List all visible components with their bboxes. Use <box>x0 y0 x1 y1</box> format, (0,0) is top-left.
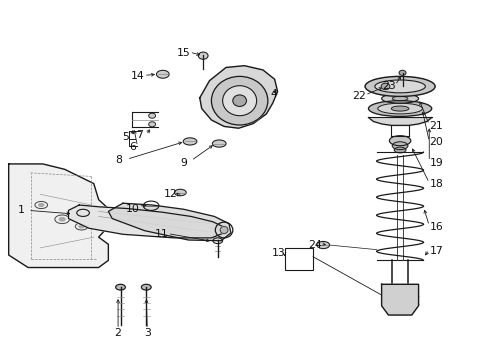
Text: 13: 13 <box>271 248 285 258</box>
Text: 22: 22 <box>351 91 365 101</box>
Bar <box>285 248 312 270</box>
Polygon shape <box>68 205 224 238</box>
Text: 6: 6 <box>129 142 136 152</box>
Ellipse shape <box>116 284 125 290</box>
Text: 15: 15 <box>177 48 190 58</box>
Ellipse shape <box>79 225 84 228</box>
Ellipse shape <box>211 76 267 125</box>
Text: 8: 8 <box>115 156 122 165</box>
Polygon shape <box>9 164 108 267</box>
Polygon shape <box>381 284 418 315</box>
Polygon shape <box>108 203 230 241</box>
Ellipse shape <box>390 106 408 111</box>
Text: 19: 19 <box>429 158 443 168</box>
Text: 5: 5 <box>122 132 128 142</box>
Text: 16: 16 <box>429 222 443 232</box>
Ellipse shape <box>222 86 256 116</box>
Ellipse shape <box>232 95 246 107</box>
Text: 11: 11 <box>155 229 168 239</box>
Ellipse shape <box>264 88 273 95</box>
Ellipse shape <box>368 101 431 116</box>
Ellipse shape <box>393 147 405 153</box>
Ellipse shape <box>381 94 418 103</box>
Text: 7: 7 <box>136 130 143 140</box>
Text: 23: 23 <box>382 81 395 91</box>
Ellipse shape <box>212 140 225 147</box>
Text: 18: 18 <box>429 179 443 189</box>
Ellipse shape <box>365 76 434 96</box>
Text: 10: 10 <box>125 203 139 213</box>
Ellipse shape <box>183 138 197 145</box>
Ellipse shape <box>148 122 155 127</box>
Text: 1: 1 <box>18 205 24 215</box>
Text: 12: 12 <box>163 189 177 199</box>
Polygon shape <box>200 66 277 128</box>
Ellipse shape <box>141 284 151 290</box>
Text: 17: 17 <box>429 246 443 256</box>
Ellipse shape <box>39 203 44 206</box>
Ellipse shape <box>156 70 169 78</box>
Ellipse shape <box>316 242 329 249</box>
Ellipse shape <box>220 226 227 234</box>
Text: 14: 14 <box>130 71 144 81</box>
Ellipse shape <box>59 217 65 221</box>
Ellipse shape <box>198 52 207 59</box>
Ellipse shape <box>374 80 425 93</box>
Ellipse shape <box>391 96 407 101</box>
Text: 20: 20 <box>429 138 443 148</box>
Text: 3: 3 <box>143 328 150 338</box>
Ellipse shape <box>391 142 407 150</box>
Ellipse shape <box>377 103 422 114</box>
Ellipse shape <box>174 189 186 196</box>
Ellipse shape <box>388 136 410 146</box>
Text: 24: 24 <box>307 240 321 250</box>
Text: 2: 2 <box>114 328 122 338</box>
Ellipse shape <box>398 70 405 75</box>
Text: 9: 9 <box>180 158 187 168</box>
Ellipse shape <box>380 83 389 90</box>
Ellipse shape <box>148 113 155 118</box>
Text: 4: 4 <box>270 89 277 99</box>
Text: 21: 21 <box>429 121 443 131</box>
